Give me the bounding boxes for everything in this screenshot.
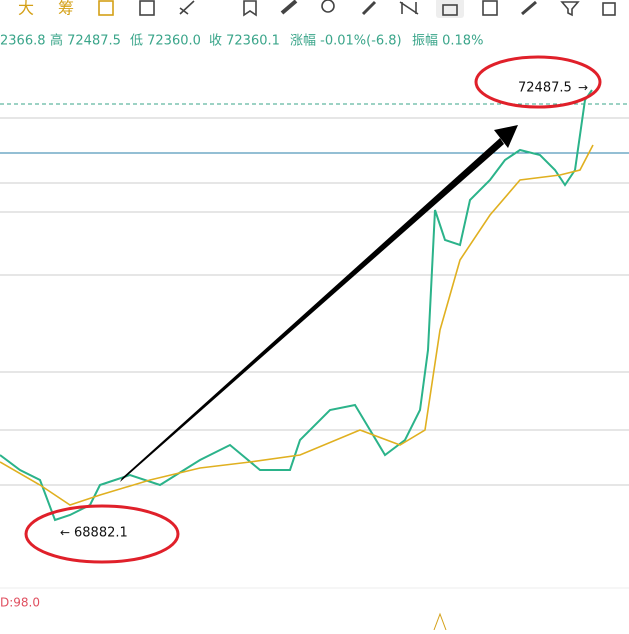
indicator-label: D:98.0 [0, 596, 40, 610]
toolbar-icon[interactable] [98, 0, 114, 16]
toolbar-icon[interactable] [321, 0, 335, 13]
toolbar-icon[interactable] [482, 0, 498, 16]
open-value: 2366.8 [0, 34, 46, 49]
grid [0, 117, 629, 589]
trend-arrow [120, 125, 518, 482]
max-label: 72487.5 [518, 81, 572, 96]
low-value: 低 72360.0 [130, 34, 201, 49]
toolbar-button[interactable]: 大 [18, 0, 34, 18]
toolbar-icon[interactable] [179, 0, 195, 15]
toolbar-icon[interactable] [280, 0, 298, 15]
toolbar-icon[interactable] [521, 0, 537, 16]
toolbar-button[interactable]: 筹 [58, 0, 74, 18]
close-value: 收 72360.1 [209, 34, 280, 49]
toolbar-icon[interactable] [399, 1, 419, 15]
change-value: 涨幅 -0.01%(-6.8) [290, 34, 402, 49]
toolbar-icon[interactable] [442, 4, 458, 16]
toolbar-icon[interactable] [139, 0, 155, 16]
toolbar-icon[interactable] [243, 0, 257, 17]
toolbar-icon[interactable] [560, 1, 580, 17]
moving-average [0, 144, 594, 506]
toolbar-icon[interactable] [361, 0, 377, 16]
amplitude-value: 振幅 0.18% [412, 34, 483, 49]
highlight-ellipse [24, 504, 180, 564]
min-label: 68882.1 [74, 526, 128, 541]
price-line [0, 89, 593, 522]
highlight-ellipse [474, 55, 602, 109]
indicator-mark [433, 612, 447, 631]
toolbar: 大 筹 [18, 0, 616, 18]
max-arrow: → [578, 81, 588, 95]
toolbar-icon[interactable] [602, 2, 616, 16]
high-value: 高 72487.5 [50, 33, 121, 49]
header: 2366.8 高 72487.5 低 72360.0 收 72360.1 涨幅 … [0, 33, 483, 49]
min-arrow: ← [60, 526, 70, 540]
